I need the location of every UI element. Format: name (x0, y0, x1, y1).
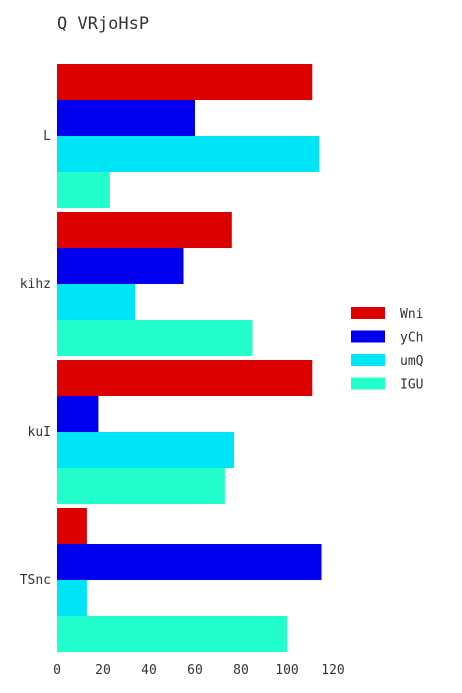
x-tick-label: 60 (187, 663, 203, 678)
legend: Wni yCh umQ IGU (351, 307, 424, 393)
x-axis-ticks: 0 20 40 60 80 100 120 (53, 663, 345, 678)
legend-swatch-Wni (351, 307, 385, 319)
legend-swatch-umQ (351, 354, 385, 366)
bar-umQ-kuI (57, 432, 235, 468)
category-label: L (43, 129, 51, 144)
x-tick-label: 80 (233, 663, 249, 678)
bar-umQ-kihz (57, 284, 136, 320)
bar-umQ-TSnc (57, 580, 87, 616)
bar-yCh-kuI (57, 396, 99, 432)
chart-title: Q VRjoHsP (57, 14, 149, 34)
x-tick-label: 40 (141, 663, 157, 678)
x-tick-label: 100 (275, 663, 298, 678)
category-label: kihz (20, 277, 51, 292)
legend-label-yCh: yCh (400, 331, 423, 346)
bar-yCh-L (57, 100, 195, 136)
legend-label-IGU: IGU (400, 378, 423, 393)
bar-yCh-kihz (57, 248, 184, 284)
bar-Wni-TSnc (57, 508, 87, 544)
x-tick-label: 20 (95, 663, 111, 678)
bar-IGU-L (57, 172, 110, 208)
bar-Wni-L (57, 64, 313, 100)
x-tick-label: 0 (53, 663, 61, 678)
category-label: kuI (28, 425, 51, 440)
bar-umQ-L (57, 136, 320, 172)
legend-swatch-yCh (351, 330, 385, 343)
bar-Wni-kihz (57, 212, 232, 248)
x-tick-label: 120 (321, 663, 344, 678)
category-label: TSnc (20, 573, 51, 588)
bar-yCh-TSnc (57, 544, 322, 580)
bar-IGU-TSnc (57, 616, 287, 652)
legend-label-umQ: umQ (400, 354, 424, 369)
bar-IGU-kuI (57, 468, 225, 504)
legend-label-Wni: Wni (400, 307, 423, 322)
bar-IGU-kihz (57, 320, 253, 356)
legend-swatch-IGU (351, 377, 385, 390)
bar-Wni-kuI (57, 360, 313, 396)
bars-layer (57, 64, 322, 652)
